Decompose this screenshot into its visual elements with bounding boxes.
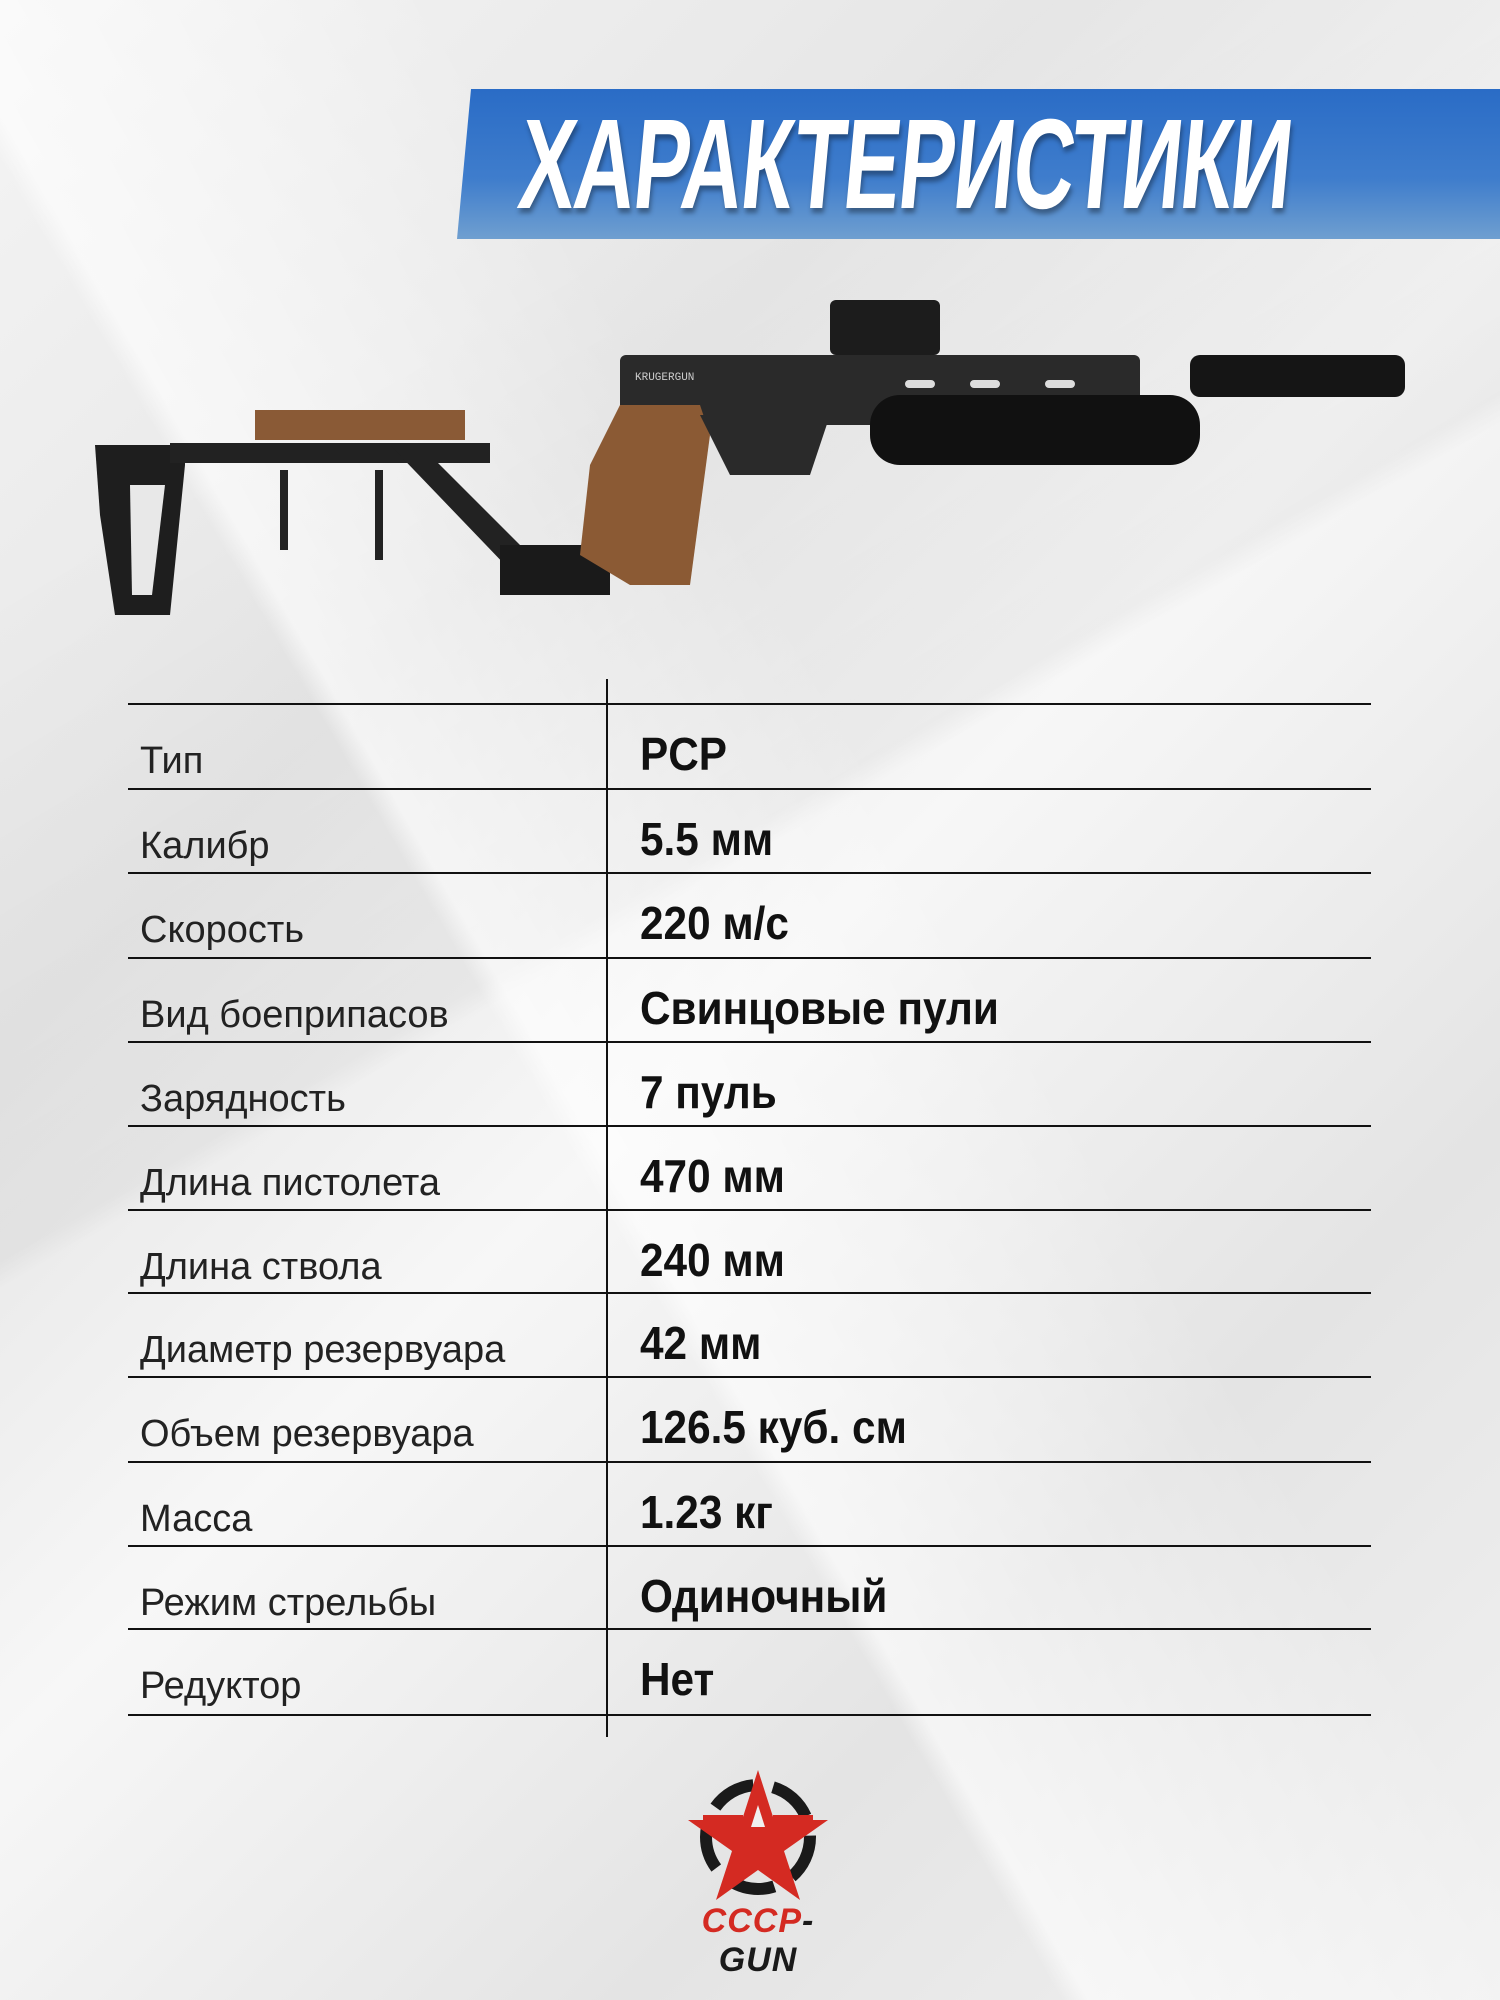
page-title: ХАРАКТЕРИСТИКИ — [513, 93, 1298, 236]
spec-value: Нет — [640, 1653, 715, 1705]
spec-value: 5.5 мм — [640, 813, 774, 865]
spec-value: 470 мм — [640, 1150, 785, 1202]
spec-value: 42 мм — [640, 1317, 762, 1369]
brand-logo — [688, 1770, 828, 1900]
spec-label: Длина пистолета — [140, 1162, 441, 1204]
table-row: Объем резервуара 126.5 куб. см — [128, 1376, 1371, 1462]
table-row: Тип PCP — [128, 703, 1371, 789]
table-row: Длина пистолета 470 мм — [128, 1125, 1371, 1211]
table-row: Зарядность 7 пуль — [128, 1041, 1371, 1127]
spec-label: Скорость — [140, 909, 305, 951]
spec-value: 7 пуль — [640, 1066, 777, 1118]
engraving: KRUGERGUN — [635, 372, 694, 384]
spec-value: PCP — [640, 728, 728, 780]
table-row: Редуктор Нет — [128, 1628, 1371, 1716]
spec-label: Зарядность — [140, 1078, 346, 1120]
product-image: KRUGERGUN — [95, 300, 1405, 615]
spec-value: Одиночный — [640, 1570, 888, 1622]
table-row: Масса 1.23 кг — [128, 1461, 1371, 1547]
spec-label: Тип — [140, 740, 204, 782]
spec-value: 240 мм — [640, 1234, 785, 1286]
table-row: Длина ствола 240 мм — [128, 1209, 1371, 1295]
spec-label: Объем резервуара — [140, 1413, 474, 1455]
table-divider — [606, 679, 608, 1737]
spec-label: Вид боеприпасов — [140, 994, 449, 1036]
table-row: Диаметр резервуара 42 мм — [128, 1292, 1371, 1378]
spec-label: Диаметр резервуара — [140, 1329, 506, 1371]
title-banner — [457, 89, 1500, 239]
spec-value: Свинцовые пули — [640, 982, 999, 1034]
spec-label: Масса — [140, 1498, 253, 1540]
spec-label: Длина ствола — [140, 1246, 382, 1288]
table-row: Калибр 5.5 мм — [128, 788, 1371, 874]
spec-value: 126.5 куб. см — [640, 1401, 907, 1453]
table-row: Вид боеприпасов Свинцовые пули — [128, 957, 1371, 1043]
table-row: Скорость 220 м/с — [128, 872, 1371, 958]
spec-label: Режим стрельбы — [140, 1582, 437, 1624]
spec-value: 1.23 кг — [640, 1486, 773, 1538]
spec-value: 220 м/с — [640, 897, 789, 949]
brand-name: CCCP-GUN — [701, 1902, 815, 1979]
table-row: Режим стрельбы Одиночный — [128, 1545, 1371, 1631]
spec-label: Редуктор — [140, 1665, 302, 1707]
spec-label: Калибр — [140, 825, 270, 867]
